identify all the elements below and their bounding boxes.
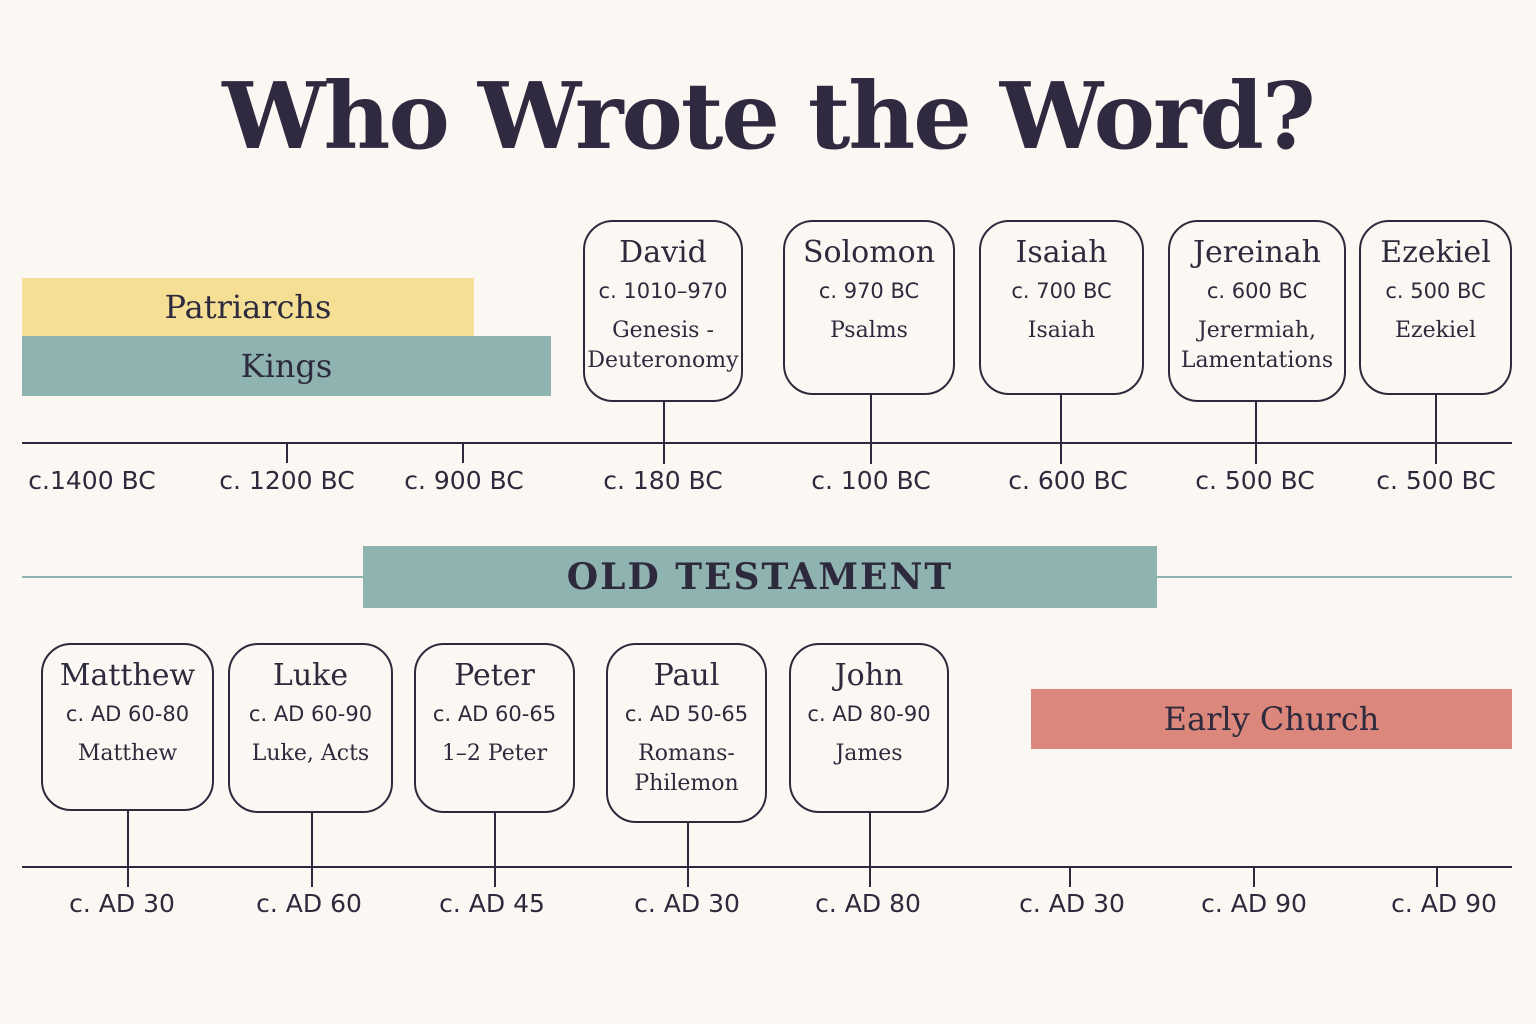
author-name: Luke bbox=[272, 658, 349, 693]
author-name: David bbox=[619, 235, 707, 270]
top-axis-label: c.1400 BC bbox=[28, 466, 156, 495]
author-books: 1–2 Peter bbox=[441, 741, 548, 766]
author-books: Isaiah bbox=[1027, 318, 1096, 343]
author-date: c. AD 60-90 bbox=[248, 702, 373, 726]
connector-line bbox=[663, 402, 665, 464]
top-axis-label: c. 500 BC bbox=[1376, 466, 1496, 495]
author-card-john: John c. AD 80-90 James bbox=[789, 643, 949, 813]
author-date: c. AD 80-90 bbox=[807, 702, 931, 726]
old-testament-banner: OLD TESTAMENT bbox=[363, 546, 1157, 608]
author-books: Ezekiel bbox=[1394, 318, 1477, 343]
connector-line bbox=[1255, 402, 1257, 464]
top-axis-label: c. 1200 BC bbox=[219, 466, 355, 495]
author-name: Solomon bbox=[802, 235, 936, 270]
author-date: c. AD 60-80 bbox=[65, 702, 190, 726]
bottom-axis-label: c. AD 90 bbox=[1391, 889, 1497, 918]
top-axis-label: c. 900 BC bbox=[404, 466, 524, 495]
author-card-matthew: Matthew c. AD 60-80 Matthew bbox=[41, 643, 214, 811]
bottom-axis-label: c. AD 30 bbox=[634, 889, 740, 918]
connector-line bbox=[1435, 395, 1437, 464]
bottom-axis-label: c. AD 60 bbox=[256, 889, 362, 918]
author-card-paul: Paul c. AD 50-65 Romans- Philemon bbox=[606, 643, 767, 823]
connector-line bbox=[127, 811, 129, 887]
author-date: c. 500 BC bbox=[1385, 279, 1486, 303]
author-books: James bbox=[835, 741, 903, 766]
author-name: Isaiah bbox=[1015, 235, 1108, 270]
bottom-timeline-axis bbox=[22, 866, 1512, 868]
bottom-axis-label: c. AD 45 bbox=[439, 889, 545, 918]
author-card-luke: Luke c. AD 60-90 Luke, Acts bbox=[228, 643, 393, 813]
axis-tick bbox=[286, 443, 288, 463]
author-date: c. 1010–970 bbox=[598, 279, 728, 303]
author-date: c. AD 60-65 bbox=[432, 702, 557, 726]
top-axis-label: c. 180 BC bbox=[603, 466, 723, 495]
author-date: c. AD 50-65 bbox=[624, 702, 749, 726]
top-timeline-axis bbox=[22, 442, 1512, 444]
author-date: c. 970 BC bbox=[818, 279, 920, 303]
bottom-axis-label: c. AD 30 bbox=[1019, 889, 1125, 918]
page-title: Who Wrote the Word? bbox=[222, 62, 1316, 170]
early-church-label: Early Church bbox=[1163, 700, 1380, 738]
author-card-peter: Peter c. AD 60-65 1–2 Peter bbox=[414, 643, 575, 813]
author-card-jereinah: Jereinah c. 600 BC Jerermiah, Lamentatio… bbox=[1168, 220, 1346, 402]
author-date: c. 700 BC bbox=[1011, 279, 1112, 303]
author-card-ezekiel: Ezekiel c. 500 BC Ezekiel bbox=[1359, 220, 1512, 395]
author-name: Ezekiel bbox=[1380, 235, 1491, 270]
connector-line bbox=[869, 813, 871, 887]
author-name: John bbox=[834, 658, 904, 693]
author-books: Romans- Philemon bbox=[634, 741, 739, 796]
old-testament-label: OLD TESTAMENT bbox=[566, 556, 954, 598]
early-church-band: Early Church bbox=[1031, 689, 1512, 749]
patriarchs-band: Patriarchs bbox=[22, 278, 474, 336]
patriarchs-label: Patriarchs bbox=[164, 288, 332, 326]
author-books: Jerermiah, Lamentations bbox=[1180, 318, 1334, 373]
author-date: c. 600 BC bbox=[1206, 279, 1308, 303]
axis-tick bbox=[462, 443, 464, 463]
author-name: Jereinah bbox=[1193, 235, 1321, 270]
author-books: Genesis - Deuteronomy bbox=[587, 318, 739, 373]
author-books: Luke, Acts bbox=[251, 741, 370, 766]
kings-label: Kings bbox=[240, 347, 333, 385]
author-card-isaiah: Isaiah c. 700 BC Isaiah bbox=[979, 220, 1144, 395]
author-name: Matthew bbox=[59, 658, 196, 693]
top-axis-label: c. 600 BC bbox=[1008, 466, 1128, 495]
kings-band: Kings bbox=[22, 336, 551, 396]
author-card-david: David c. 1010–970 Genesis - Deuteronomy bbox=[583, 220, 743, 402]
axis-tick bbox=[1436, 867, 1438, 887]
section-divider-left bbox=[22, 576, 363, 578]
connector-line bbox=[1060, 395, 1062, 464]
section-divider-right bbox=[1157, 576, 1512, 578]
author-name: Peter bbox=[454, 658, 535, 693]
bottom-axis-label: c. AD 80 bbox=[815, 889, 921, 918]
bottom-axis-label: c. AD 30 bbox=[69, 889, 175, 918]
connector-line bbox=[311, 813, 313, 887]
top-axis-label: c. 100 BC bbox=[811, 466, 931, 495]
author-name: Paul bbox=[653, 658, 720, 693]
connector-line bbox=[494, 813, 496, 887]
author-books: Matthew bbox=[77, 741, 178, 766]
connector-line bbox=[870, 395, 872, 464]
top-axis-label: c. 500 BC bbox=[1195, 466, 1315, 495]
axis-tick bbox=[1069, 867, 1071, 887]
connector-line bbox=[687, 823, 689, 887]
author-books: Psalms bbox=[830, 318, 908, 343]
bottom-axis-label: c. AD 90 bbox=[1201, 889, 1307, 918]
axis-tick bbox=[1253, 867, 1255, 887]
author-card-solomon: Solomon c. 970 BC Psalms bbox=[783, 220, 955, 395]
